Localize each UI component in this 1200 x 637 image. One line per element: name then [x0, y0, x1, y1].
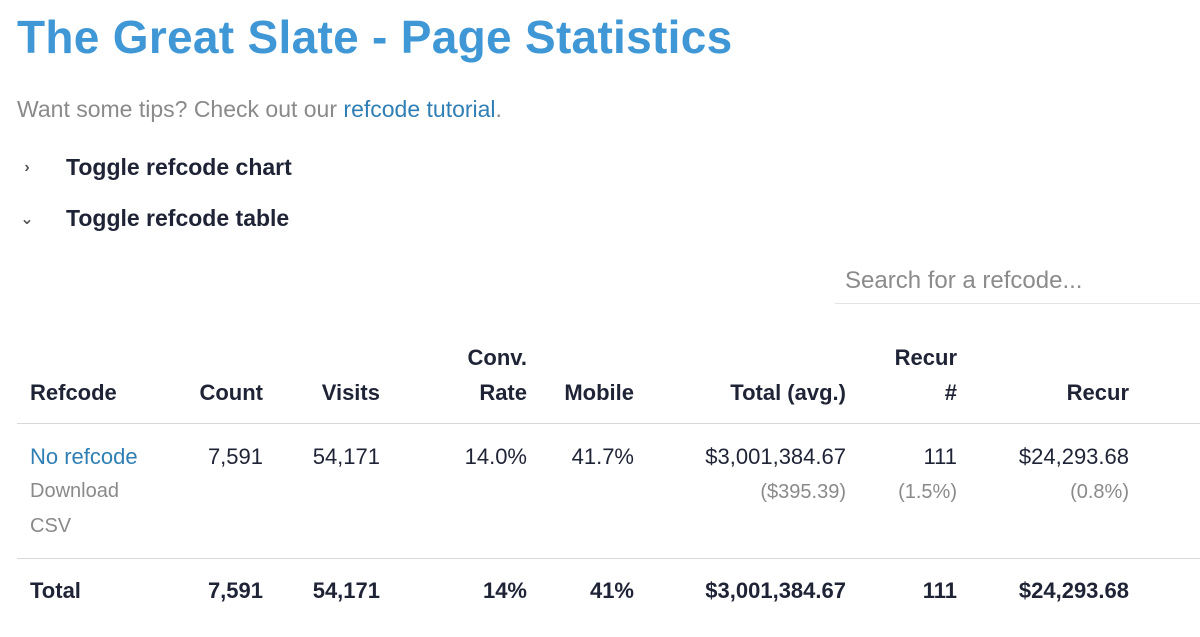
header-divider [17, 423, 1200, 424]
cell-recur: $24,293.68 [1018, 444, 1129, 469]
cell-total: $3,001,384.67 [705, 444, 846, 469]
totals-visits: 54,171 [312, 578, 380, 603]
cell-total-avg: ($395.39) [760, 481, 846, 503]
refcode-tutorial-link[interactable]: refcode tutorial [343, 96, 496, 122]
header-conv-line2[interactable]: Rate [479, 380, 527, 405]
totals-total: $3,001,384.67 [705, 578, 846, 603]
totals-conv-rate: 14% [482, 578, 527, 603]
cell-recur-num: 111 [923, 444, 957, 469]
toggle-refcode-chart[interactable]: › Toggle refcode chart [17, 154, 292, 181]
header-refcode[interactable]: Refcode [30, 380, 117, 405]
totals-mobile: 41% [589, 578, 634, 603]
toggle-refcode-table[interactable]: ⌄ Toggle refcode table [17, 205, 289, 232]
chevron-right-icon: › [24, 158, 30, 176]
toggle-chart-label: Toggle refcode chart [66, 154, 292, 180]
header-count[interactable]: Count [199, 380, 263, 405]
totals-recur: $24,293.68 [1018, 578, 1129, 603]
totals-count: 7,591 [207, 578, 263, 603]
refcode-link[interactable]: No refcode [30, 444, 138, 469]
tips-text: Want some tips? Check out our refcode tu… [17, 96, 502, 123]
totals-label: Total [30, 578, 81, 603]
cell-visits: 54,171 [312, 444, 380, 469]
download-csv-link[interactable]: Download [30, 480, 119, 502]
toggle-table-label: Toggle refcode table [66, 205, 290, 231]
chevron-down-icon: ⌄ [20, 210, 34, 228]
header-conv-line1[interactable]: Conv. [467, 345, 527, 370]
refcode-search-input[interactable] [835, 258, 1200, 304]
tips-suffix: . [495, 96, 502, 122]
tips-prefix: Want some tips? Check out our [17, 96, 344, 122]
header-recur-num-line2[interactable]: # [944, 380, 957, 405]
cell-count: 7,591 [207, 444, 263, 469]
header-recur-num-line1[interactable]: Recur [894, 345, 957, 370]
header-recur[interactable]: Recur [1066, 380, 1129, 405]
header-mobile[interactable]: Mobile [564, 380, 634, 405]
cell-mobile: 41.7% [571, 444, 634, 469]
totals-recur-num: 111 [922, 578, 957, 603]
cell-conv-rate: 14.0% [464, 444, 527, 469]
download-csv-link-line2[interactable]: CSV [30, 515, 72, 537]
cell-recur-num-pct: (1.5%) [898, 481, 957, 503]
header-total-avg[interactable]: Total (avg.) [730, 380, 846, 405]
cell-recur-pct: (0.8%) [1070, 481, 1129, 503]
totals-divider [17, 558, 1200, 559]
page-title: The Great Slate - Page Statistics [17, 11, 733, 63]
header-visits[interactable]: Visits [321, 380, 380, 405]
